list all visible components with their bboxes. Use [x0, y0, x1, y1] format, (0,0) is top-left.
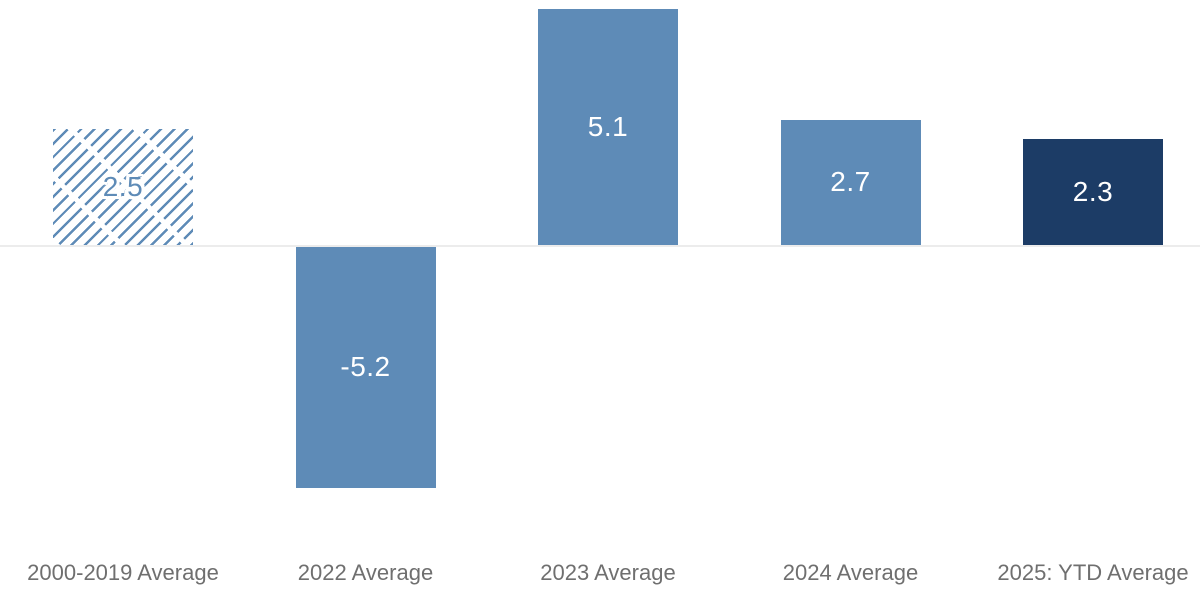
bar-value-label: -5.2	[340, 351, 391, 383]
bar-value-label: 5.1	[587, 110, 629, 142]
bar-value-label: 2.3	[1072, 175, 1114, 207]
x-axis-label-2023-average: 2023 Average	[540, 560, 676, 585]
x-axis-label-2024-average: 2024 Average	[782, 560, 919, 585]
bar-2025-ytd-average[interactable]: 2.3	[1023, 138, 1163, 245]
x-axis-label-2000-2019-average: 2000-2019 Average	[27, 560, 219, 585]
bar-2023-average[interactable]: 5.1	[538, 8, 678, 245]
x-axis-label-2025-ytd-average: 2025: YTD Average	[997, 560, 1189, 585]
bar-2024-average[interactable]: 2.7	[780, 119, 921, 245]
x-axis-zero-line	[0, 245, 1200, 247]
bar-2000-2019-average[interactable]: 2.5	[53, 129, 193, 245]
x-axis-label-2022-average: 2022 Average	[297, 560, 434, 585]
bar-2022-average[interactable]: -5.2	[295, 247, 436, 488]
bar-value-label: 2.7	[830, 166, 871, 198]
bar-value-label: 2.5	[102, 171, 144, 203]
